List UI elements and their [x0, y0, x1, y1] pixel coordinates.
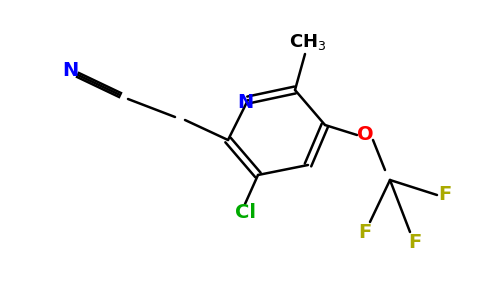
Text: N: N [62, 61, 78, 80]
Text: F: F [358, 223, 372, 242]
Text: F: F [408, 232, 422, 251]
Text: CH$_3$: CH$_3$ [289, 32, 327, 52]
Text: N: N [237, 92, 253, 112]
Text: O: O [357, 125, 373, 145]
Text: Cl: Cl [235, 202, 256, 221]
Text: F: F [439, 185, 452, 205]
